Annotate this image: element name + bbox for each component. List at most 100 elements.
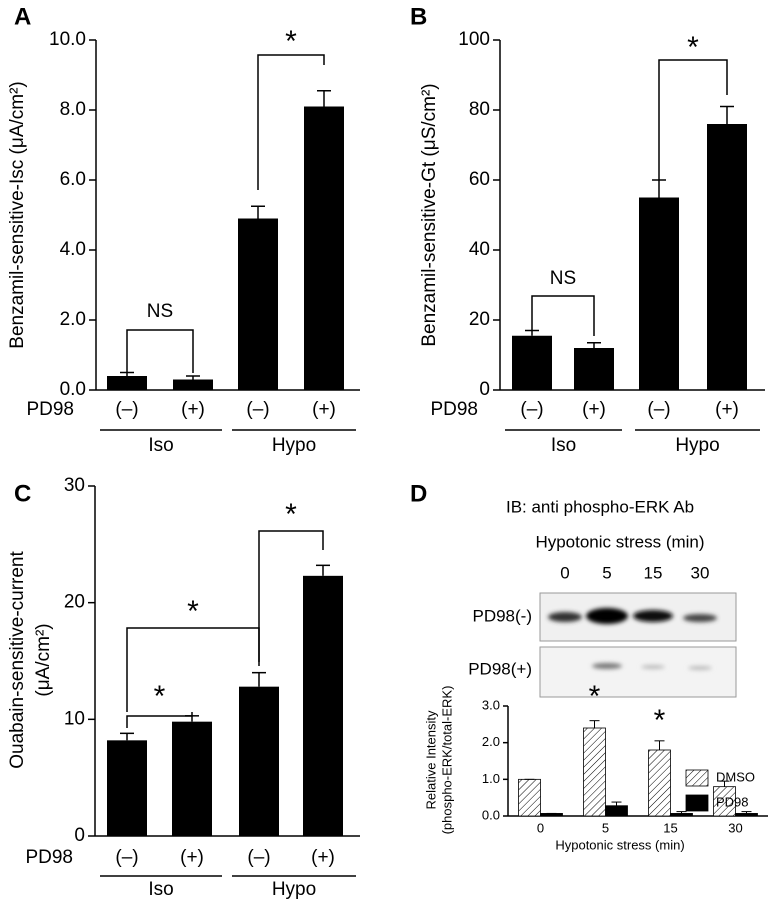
legend-swatch: [685, 769, 709, 787]
annotation: NS: [550, 268, 576, 289]
bar: [304, 106, 344, 390]
annotation: *: [687, 31, 699, 64]
blot-band: [683, 614, 717, 622]
y-tick-label: 2.0: [60, 309, 86, 330]
group-label: Hypo: [272, 879, 316, 900]
y-tick-label: 20: [64, 592, 85, 613]
bar: [107, 740, 147, 836]
y-axis-label: Benzamil-sensitive-Gt (μS/cm²): [419, 83, 440, 346]
blot-band: [633, 610, 673, 622]
annotation: *: [154, 680, 166, 713]
panel-letter: B: [410, 3, 427, 30]
bar: [648, 749, 671, 817]
y-axis-label: Relative Intensity: [423, 710, 438, 809]
bar: [574, 348, 614, 390]
bar: [512, 335, 552, 390]
x-tick-label: (+): [181, 399, 205, 420]
y-tick-label: 60: [469, 169, 490, 190]
x-tick-label: 5: [602, 820, 609, 835]
legend-label: DMSO: [716, 769, 755, 784]
annotation: *: [285, 498, 297, 531]
bar: [303, 575, 343, 836]
bar: [735, 813, 758, 817]
annotation: *: [187, 595, 199, 628]
bracket: [126, 329, 194, 373]
y-tick-label: 10: [64, 708, 85, 729]
y-tick-label: 30: [64, 475, 85, 496]
x-tick-label: (+): [582, 399, 606, 420]
x-tick-label: (+): [715, 399, 739, 420]
x-tick-label: (–): [115, 399, 138, 420]
blot-band: [688, 666, 712, 670]
y-tick-label: 80: [469, 99, 490, 120]
bar: [583, 727, 606, 817]
y-tick-label: 100: [458, 29, 490, 50]
blot-frame: [539, 646, 737, 698]
panel-letter: A: [14, 3, 31, 30]
x-tick-label: (–): [115, 847, 138, 868]
annotation: *: [589, 680, 601, 713]
bar: [238, 218, 278, 390]
x-axis-label: Hypotonic stress (min): [555, 837, 684, 852]
y-axis-label: Benzamil-sensitive-Isc (μA/cm²): [7, 81, 28, 348]
bracket: [257, 54, 325, 190]
panel-letter: C: [14, 480, 31, 507]
bar: [172, 721, 212, 836]
bar: [518, 778, 541, 817]
annotation: NS: [147, 301, 173, 322]
y-tick-label: 3.0: [482, 697, 500, 712]
bar: [670, 813, 693, 817]
row-label: PD98: [25, 847, 73, 868]
group-label: Hypo: [675, 435, 719, 456]
y-tick-label: 0.0: [482, 807, 500, 822]
group-label: Iso: [148, 435, 173, 456]
y-tick-label: 2.0: [482, 734, 500, 749]
bar: [173, 379, 213, 390]
x-tick-label: 0: [537, 820, 544, 835]
blot-subtitle: Hypotonic stress (min): [535, 532, 704, 551]
group-label: Iso: [551, 435, 576, 456]
x-tick-label: 30: [728, 820, 742, 835]
x-tick-label: (+): [311, 847, 335, 868]
lane-label: 0: [560, 563, 569, 582]
blot-row-label: PD98(-): [472, 606, 532, 625]
x-tick-label: (+): [180, 847, 204, 868]
x-tick-label: (–): [247, 847, 270, 868]
legend-swatch: [685, 794, 709, 812]
x-tick-label: 15: [663, 820, 677, 835]
blot-band: [641, 665, 665, 669]
y-tick-label: 0: [74, 825, 85, 846]
x-tick-label: (–): [246, 399, 269, 420]
y-tick-label: 10.0: [49, 29, 86, 50]
bracket: [531, 295, 595, 336]
blot-band: [548, 612, 582, 622]
y-tick-label: 4.0: [60, 239, 86, 260]
bracket: [658, 59, 728, 180]
bracket: [258, 530, 324, 662]
annotation: *: [654, 704, 666, 737]
row-label: PD98: [26, 399, 74, 420]
y-tick-label: 0: [479, 379, 490, 400]
blot-band: [592, 663, 622, 669]
y-axis-label: (phospho-ERK/total-ERK): [439, 686, 454, 835]
group-label: Iso: [148, 879, 173, 900]
y-tick-label: 8.0: [60, 99, 86, 120]
lane-label: 15: [644, 563, 663, 582]
x-tick-label: (–): [520, 399, 543, 420]
y-axis-label: Ouabain-sensitive-current: [7, 551, 28, 769]
bar: [605, 805, 628, 817]
y-tick-label: 40: [469, 239, 490, 260]
legend-label: PD98: [716, 794, 749, 809]
bracket: [126, 712, 193, 728]
x-tick-label: (–): [647, 399, 670, 420]
y-axis-label: (μA/cm²): [33, 623, 54, 696]
annotation: *: [285, 25, 297, 58]
y-tick-label: 1.0: [482, 771, 500, 786]
y-tick-label: 20: [469, 309, 490, 330]
lane-label: 5: [602, 563, 611, 582]
blot-title: IB: anti phospho-ERK Ab: [506, 497, 694, 516]
group-label: Hypo: [272, 435, 316, 456]
blot-bands: [548, 608, 717, 670]
y-tick-label: 0.0: [60, 379, 86, 400]
